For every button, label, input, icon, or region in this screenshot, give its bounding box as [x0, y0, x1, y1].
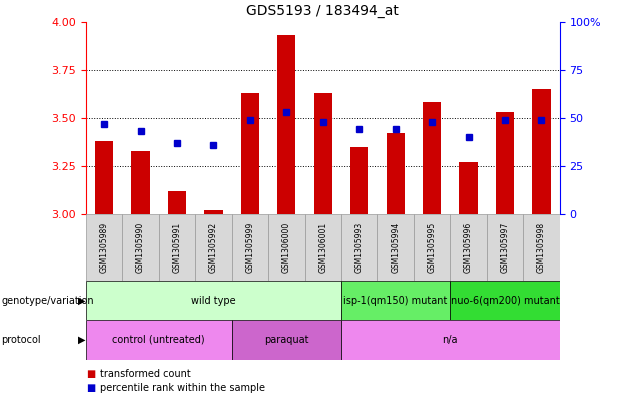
Bar: [496, 112, 514, 214]
Text: ■: ■: [86, 369, 95, 379]
Text: GSM1306000: GSM1306000: [282, 222, 291, 273]
Bar: [350, 147, 368, 214]
Bar: [159, 214, 195, 281]
Bar: [86, 214, 122, 281]
Text: GSM1306001: GSM1306001: [318, 222, 328, 273]
Text: percentile rank within the sample: percentile rank within the sample: [100, 383, 265, 393]
Text: genotype/variation: genotype/variation: [1, 296, 94, 306]
Bar: [305, 214, 341, 281]
Title: GDS5193 / 183494_at: GDS5193 / 183494_at: [246, 4, 399, 18]
Bar: [450, 214, 487, 281]
Bar: [204, 210, 223, 214]
Bar: [341, 214, 377, 281]
Text: ■: ■: [86, 383, 95, 393]
Text: isp-1(qm150) mutant: isp-1(qm150) mutant: [343, 296, 448, 306]
Bar: [232, 214, 268, 281]
Bar: [168, 191, 186, 214]
Text: GSM1305995: GSM1305995: [427, 222, 436, 273]
Text: GSM1305997: GSM1305997: [501, 222, 509, 273]
Bar: [132, 151, 149, 214]
Bar: [523, 214, 560, 281]
Text: transformed count: transformed count: [100, 369, 191, 379]
Text: protocol: protocol: [1, 335, 41, 345]
Bar: [387, 133, 404, 214]
Bar: [122, 214, 159, 281]
Text: GSM1305994: GSM1305994: [391, 222, 400, 273]
Bar: [232, 320, 341, 360]
Bar: [341, 320, 560, 360]
Bar: [195, 214, 232, 281]
Text: nuo-6(qm200) mutant: nuo-6(qm200) mutant: [451, 296, 560, 306]
Text: ▶: ▶: [78, 296, 86, 306]
Bar: [423, 103, 441, 214]
Text: GSM1305993: GSM1305993: [355, 222, 364, 273]
Bar: [532, 89, 551, 214]
Text: paraquat: paraquat: [264, 335, 308, 345]
Bar: [95, 141, 113, 214]
Bar: [487, 214, 523, 281]
Bar: [341, 281, 450, 320]
Text: GSM1305996: GSM1305996: [464, 222, 473, 273]
Bar: [459, 162, 478, 214]
Text: GSM1305992: GSM1305992: [209, 222, 218, 273]
Text: GSM1305990: GSM1305990: [136, 222, 145, 273]
Text: GSM1305989: GSM1305989: [100, 222, 109, 273]
Bar: [314, 93, 332, 214]
Bar: [414, 214, 450, 281]
Bar: [241, 93, 259, 214]
Text: ▶: ▶: [78, 335, 86, 345]
Bar: [86, 281, 341, 320]
Bar: [277, 35, 296, 214]
Bar: [268, 214, 305, 281]
Text: wild type: wild type: [191, 296, 236, 306]
Text: n/a: n/a: [443, 335, 458, 345]
Bar: [86, 320, 232, 360]
Text: GSM1305991: GSM1305991: [172, 222, 181, 273]
Bar: [377, 214, 414, 281]
Bar: [450, 281, 560, 320]
Text: GSM1305998: GSM1305998: [537, 222, 546, 273]
Text: GSM1305999: GSM1305999: [245, 222, 254, 273]
Text: control (untreated): control (untreated): [113, 335, 205, 345]
